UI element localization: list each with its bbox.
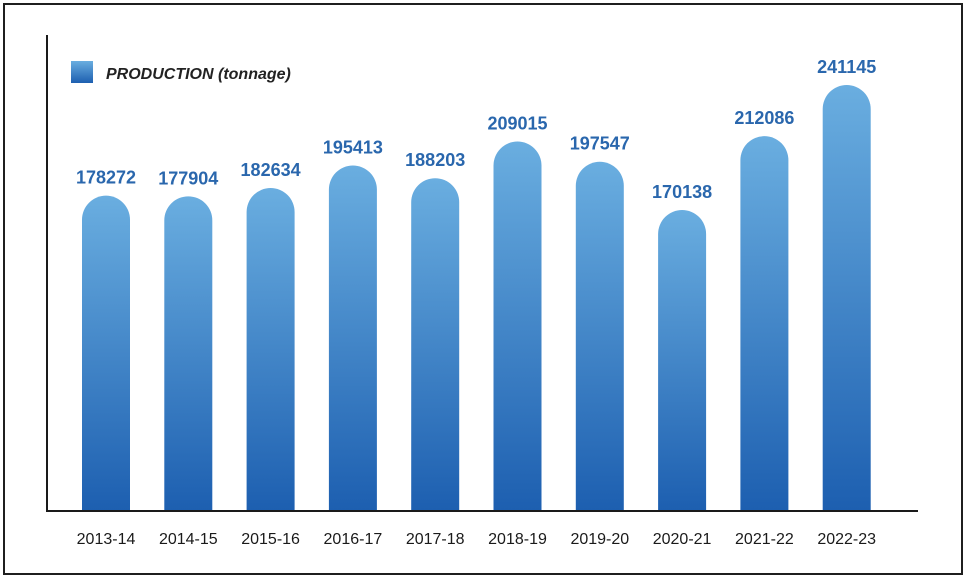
x-tick-label-2019-20: 2019-20 xyxy=(570,531,629,548)
legend-swatch xyxy=(71,61,93,83)
x-tick-label-2022-23: 2022-23 xyxy=(817,531,876,548)
value-label-2018-19: 209015 xyxy=(487,114,547,134)
bar-2022-23 xyxy=(822,85,871,511)
value-label-2022-23: 241145 xyxy=(817,57,876,77)
bar-2018-19 xyxy=(493,141,542,510)
value-label-2019-20: 197547 xyxy=(570,134,630,154)
bar-2017-18 xyxy=(411,178,460,511)
x-tick-labels-group: 2013-14 2014-15 2015-16 2016-17 2017-18 2018-… xyxy=(77,531,877,548)
x-tick-label-2021-22: 2021-22 xyxy=(735,531,794,548)
x-tick-label-2015-16: 2015-16 xyxy=(241,531,300,548)
value-label-2013-14: 178272 xyxy=(76,168,136,188)
x-tick-label-2020-21: 2020-21 xyxy=(653,531,712,548)
legend-label: PRODUCTION (tonnage) xyxy=(106,66,291,83)
chart-frame xyxy=(3,3,963,575)
bar-2021-22 xyxy=(740,136,789,511)
value-label-2017-18: 188203 xyxy=(405,150,465,170)
bar-2016-17 xyxy=(328,165,377,510)
x-tick-label-2016-17: 2016-17 xyxy=(324,531,383,548)
bar-2013-14 xyxy=(82,195,130,510)
bars-group xyxy=(82,85,871,511)
x-tick-label-2014-15: 2014-15 xyxy=(159,531,218,548)
bar-2015-16 xyxy=(246,188,295,510)
bar-2020-21 xyxy=(658,210,707,510)
bar-2014-15 xyxy=(164,196,213,510)
x-tick-label-2013-14: 2013-14 xyxy=(77,531,136,548)
value-label-2015-16: 182634 xyxy=(241,160,301,180)
value-label-2021-22: 212086 xyxy=(734,108,794,128)
x-tick-label-2018-19: 2018-19 xyxy=(488,531,547,548)
value-label-2014-15: 177904 xyxy=(158,168,218,188)
x-tick-label-2017-18: 2017-18 xyxy=(406,531,465,548)
bar-2019-20 xyxy=(575,161,624,510)
value-label-2016-17: 195413 xyxy=(323,138,383,158)
value-label-2020-21: 170138 xyxy=(652,182,712,202)
value-labels-group: 178272 177904 182634 195413 188203 209015 1975… xyxy=(76,57,876,202)
